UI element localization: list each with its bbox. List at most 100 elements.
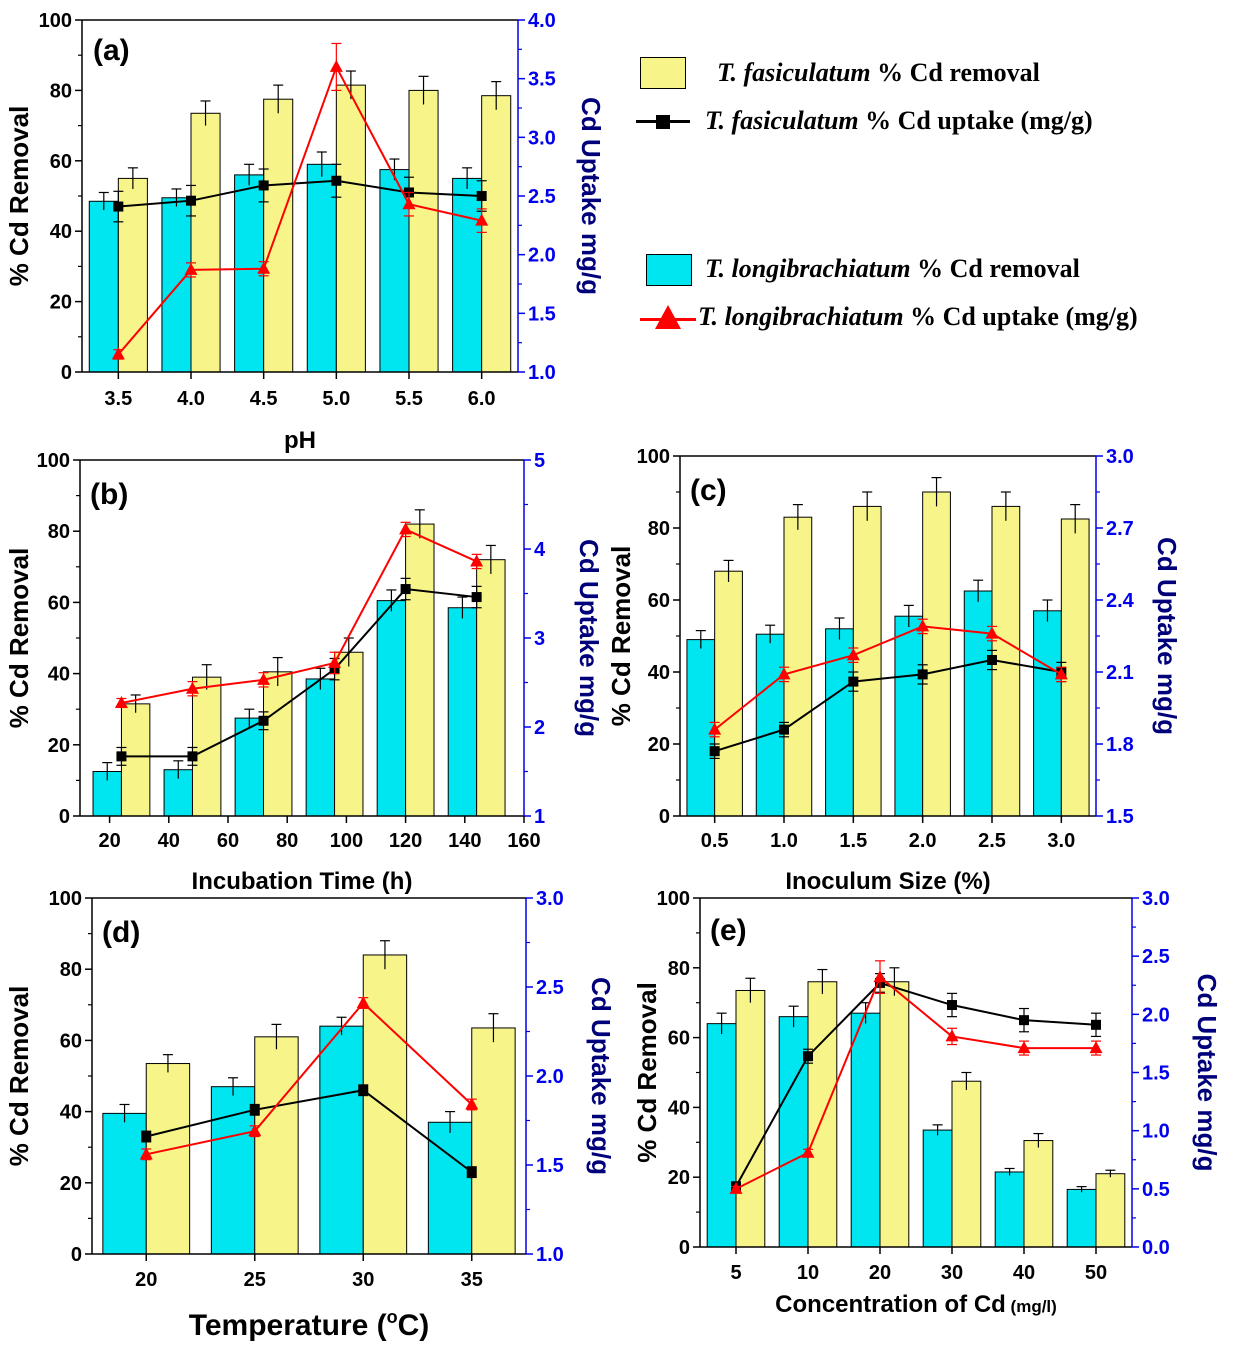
data-point-triangle xyxy=(873,970,887,983)
bar xyxy=(852,505,882,817)
bar xyxy=(234,717,265,817)
x-tick-label: 2.0 xyxy=(909,830,937,852)
x-tick-label: 5.5 xyxy=(395,388,423,410)
y2-tick-label: 1.8 xyxy=(1106,734,1134,756)
data-point-triangle xyxy=(184,262,198,275)
y-tick-label: 20 xyxy=(60,1173,82,1195)
y2-tick-label: 1.5 xyxy=(1106,806,1134,828)
x-axis-label: Concentration of Cd (mg/l) xyxy=(775,1291,1057,1318)
y2-tick-label: 1.0 xyxy=(1142,1121,1170,1143)
y2-tick-label: 3.0 xyxy=(536,888,564,910)
x-tick-label: 40 xyxy=(158,830,180,852)
x-tick-label: 80 xyxy=(276,830,298,852)
x-tick-label: 20 xyxy=(135,1269,157,1291)
bar xyxy=(481,95,512,373)
y-tick-label: 100 xyxy=(657,888,690,910)
data-point-triangle xyxy=(185,681,199,694)
data-point-triangle xyxy=(257,672,271,685)
legend-tl-removal-species: T. longibrachiatum xyxy=(705,254,911,283)
x-tick-label: 30 xyxy=(941,1262,963,1284)
legend-tl-uptake-text: % Cd uptake (mg/g) xyxy=(903,302,1138,331)
data-point-square xyxy=(987,655,997,665)
y-axis-label: % Cd Removal xyxy=(4,986,34,1167)
y2-tick-label: 1.5 xyxy=(1142,1063,1170,1085)
panel-label: (c) xyxy=(690,474,727,507)
y-tick-label: 20 xyxy=(648,734,670,756)
bar xyxy=(807,981,838,1248)
bar xyxy=(191,676,222,817)
data-point-triangle xyxy=(114,695,128,708)
bar xyxy=(686,639,716,817)
series-line xyxy=(735,975,1096,1190)
y2-tick-label: 1.5 xyxy=(528,303,556,325)
x-axis-label: Temperature (oC) xyxy=(189,1307,429,1342)
data-point-triangle xyxy=(328,655,342,668)
data-point-square xyxy=(116,751,127,762)
x-tick-label: 25 xyxy=(244,1269,266,1291)
x-axis-label-units: (mg/l) xyxy=(1006,1297,1057,1316)
x-axis-label-main: Temperature ( xyxy=(189,1309,387,1342)
bar xyxy=(376,600,407,817)
series-line xyxy=(121,587,477,758)
y-tick-label: 20 xyxy=(50,292,72,314)
y2-axis-label: Cd Uptake mg/g xyxy=(1192,974,1222,1172)
y-tick-label: 100 xyxy=(637,446,670,468)
bar xyxy=(335,84,366,373)
legend-tf-uptake-text: % Cd uptake (mg/g) xyxy=(858,106,1093,135)
legend-triangle-marker-icon xyxy=(655,305,681,329)
chart-panel-b: 0 20 40 60 80 100 1 2 3 4 5 20 40 60 80 100 120 140 160 (b)… xyxy=(4,450,604,895)
x-axis-label-sup: o xyxy=(387,1307,398,1327)
y2-tick-label: 1 xyxy=(534,806,545,828)
x-tick-label: 140 xyxy=(448,830,481,852)
y-tick-label: 40 xyxy=(648,662,670,684)
series-line xyxy=(146,1089,473,1173)
bar xyxy=(145,1063,191,1255)
y-axis-label: % Cd Removal xyxy=(606,546,636,727)
y2-tick-label: 3.0 xyxy=(1106,446,1134,468)
x-tick-label: 1.5 xyxy=(839,830,867,852)
y-tick-label: 80 xyxy=(50,80,72,102)
series-line xyxy=(117,64,482,356)
series-line xyxy=(714,658,1062,753)
x-tick-label: 3.0 xyxy=(1047,830,1075,852)
bar xyxy=(161,197,192,373)
x-tick-label: 0.5 xyxy=(701,830,729,852)
data-point-square xyxy=(1019,1015,1029,1026)
data-point-square xyxy=(187,751,198,762)
x-tick-label: 30 xyxy=(352,1269,374,1291)
legend-tf-uptake: T. fasiculatum % Cd uptake (mg/g) xyxy=(705,106,1093,136)
panel-label: (e) xyxy=(710,914,747,947)
bar xyxy=(850,1012,881,1248)
data-point-triangle xyxy=(1089,1041,1103,1054)
panel-label: (a) xyxy=(93,34,130,67)
x-tick-label: 20 xyxy=(869,1262,891,1284)
legend-tf-removal: T. fasiculatum % Cd removal xyxy=(717,58,1040,88)
bar xyxy=(263,671,293,817)
data-point-triangle xyxy=(356,996,370,1009)
bar xyxy=(879,981,910,1248)
data-point-triangle xyxy=(777,667,791,680)
data-point-square xyxy=(258,715,269,726)
y2-tick-label: 2.0 xyxy=(536,1066,564,1088)
bar xyxy=(405,523,435,817)
y-tick-label: 0 xyxy=(59,806,70,828)
y-tick-label: 100 xyxy=(39,10,72,32)
bar xyxy=(714,570,743,817)
legend-swatch-tl-removal xyxy=(646,254,692,286)
y2-tick-label: 2.4 xyxy=(1106,590,1135,612)
legend-swatch-tf-removal xyxy=(640,57,686,89)
data-point-triangle xyxy=(945,1029,959,1042)
x-tick-label: 4.0 xyxy=(177,388,205,410)
y2-tick-label: 2.5 xyxy=(1142,946,1170,968)
data-point-square xyxy=(186,195,196,206)
legend-tf-uptake-species: T. fasiculatum xyxy=(705,106,859,135)
data-point-square xyxy=(709,746,720,757)
legend-tl-removal: T. longibrachiatum % Cd removal xyxy=(705,254,1080,284)
y-axis-label: % Cd Removal xyxy=(632,982,662,1163)
x-axis-label: Inoculum Size (%) xyxy=(785,868,990,895)
data-point-triangle xyxy=(985,626,999,639)
bar xyxy=(994,1171,1025,1248)
y2-axis-label: Cd Uptake mg/g xyxy=(586,977,616,1175)
data-point-triangle xyxy=(248,1124,262,1137)
bar xyxy=(735,989,766,1248)
